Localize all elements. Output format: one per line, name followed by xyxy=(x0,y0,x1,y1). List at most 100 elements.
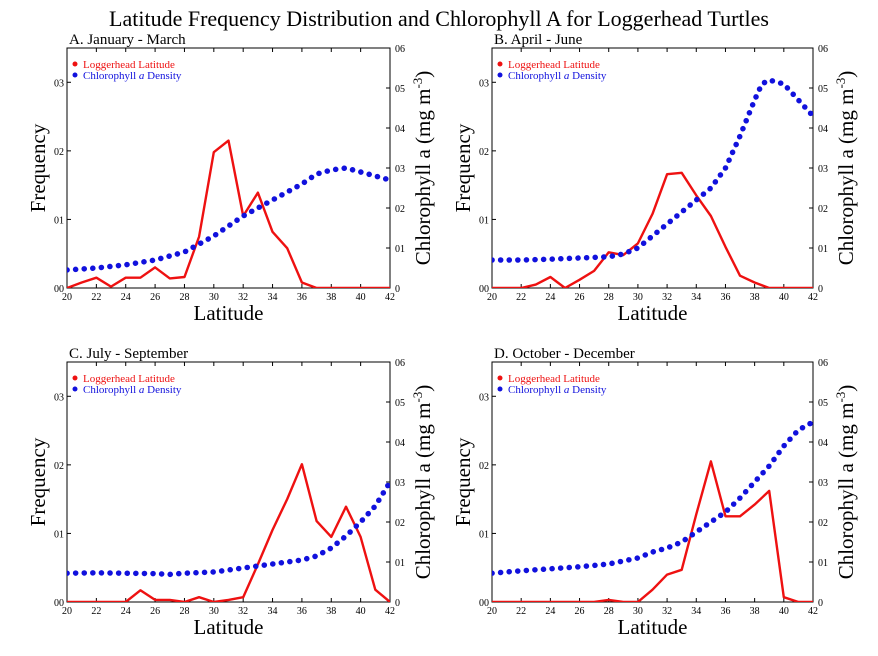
x-tick-label: 40 xyxy=(356,606,366,617)
left-tick-label: 01 xyxy=(479,215,489,226)
right-tick-label: 01 xyxy=(395,244,405,255)
right-axis-title-close: ) xyxy=(834,71,858,78)
x-tick-label: 24 xyxy=(545,606,555,617)
panel-title: D. October - December xyxy=(494,346,635,362)
x-tick-label: 26 xyxy=(150,292,160,303)
x-tick-label: 40 xyxy=(356,292,366,303)
x-tick-label: 36 xyxy=(297,606,307,617)
right-tick-label: 04 xyxy=(395,124,405,135)
x-tick-label: 42 xyxy=(385,606,395,617)
panel-1: A. January - March 20 22 24 26 28 30 32 34 36 38 40… xyxy=(26,32,435,325)
right-tick-label: 0 xyxy=(818,284,823,295)
x-tick-label: 20 xyxy=(62,292,72,303)
right-tick-label: 06 xyxy=(395,358,405,369)
legend-chlorophyll-post: Density xyxy=(569,70,606,82)
x-tick-label: 22 xyxy=(516,606,526,617)
right-tick-label: 03 xyxy=(395,478,405,489)
legend-chlorophyll-post: Density xyxy=(144,70,181,82)
x-tick-label: 36 xyxy=(720,292,730,303)
legend-label-chlorophyll: Chlorophyll a Density xyxy=(83,70,182,82)
legend-chlorophyll-pre: Chlorophyll xyxy=(83,384,139,396)
legend-label-chlorophyll: Chlorophyll a Density xyxy=(508,70,607,82)
series-chlorophyll-density xyxy=(492,419,813,576)
x-tick-label: 38 xyxy=(326,292,336,303)
x-tick-label: 28 xyxy=(179,292,189,303)
right-tick-label: 0 xyxy=(818,598,823,609)
figure-title: Latitude Frequency Distribution and Chlo… xyxy=(109,6,769,31)
x-axis-title: Latitude xyxy=(194,615,264,639)
x-tick-label: 26 xyxy=(575,292,585,303)
x-tick-label: 32 xyxy=(238,292,248,303)
x-tick-label: 34 xyxy=(268,606,278,617)
series-loggerhead-latitude xyxy=(67,139,390,288)
x-tick-label: 32 xyxy=(662,606,672,617)
x-tick-label: 20 xyxy=(62,606,72,617)
legend-chlorophyll-italic: a xyxy=(139,70,145,82)
left-tick-label: 01 xyxy=(54,215,64,226)
legend-chlorophyll-pre: Chlorophyll xyxy=(508,384,564,396)
right-axis-title-superscript: -3 xyxy=(833,392,848,403)
legend-marker-loggerhead xyxy=(497,375,503,381)
right-tick-label: 05 xyxy=(818,398,828,409)
legend-marker-loggerhead xyxy=(72,375,78,381)
x-tick-label: 38 xyxy=(326,606,336,617)
right-axis-title: Chlorophyll a (mg m-3) xyxy=(833,71,858,266)
x-tick-label: 36 xyxy=(720,606,730,617)
left-tick-label: 03 xyxy=(479,392,489,403)
right-axis-title-main: Chlorophyll a (mg m xyxy=(411,403,435,580)
panel-title: B. April - June xyxy=(494,32,583,48)
panels: A. January - March 20 22 24 26 28 30 32 34 36 38 40… xyxy=(26,32,858,639)
right-axis-title-superscript: -3 xyxy=(410,392,425,403)
right-tick-label: 02 xyxy=(395,518,405,529)
right-tick-label: 01 xyxy=(818,244,828,255)
x-tick-label: 32 xyxy=(662,292,672,303)
x-tick-label: 22 xyxy=(91,292,101,303)
right-axis-title: Chlorophyll a (mg m-3) xyxy=(410,71,435,266)
plot-frame xyxy=(491,361,814,603)
right-tick-label: 06 xyxy=(818,358,828,369)
panel-3: C. July - September 20 22 24 26 28 30 32 34 36 38 4… xyxy=(26,346,435,639)
x-tick-label: 30 xyxy=(633,292,643,303)
x-tick-label: 20 xyxy=(487,606,497,617)
x-tick-label: 38 xyxy=(750,292,760,303)
legend-marker-chlorophyll xyxy=(72,386,78,392)
left-tick-label: 03 xyxy=(479,78,489,89)
x-tick-label: 28 xyxy=(179,606,189,617)
right-tick-label: 01 xyxy=(395,558,405,569)
left-tick-label: 00 xyxy=(54,284,64,295)
series-loggerhead-latitude xyxy=(492,171,813,288)
right-axis-title-main: Chlorophyll a (mg m xyxy=(834,403,858,580)
left-tick-label: 00 xyxy=(479,284,489,295)
right-axis-title-superscript: -3 xyxy=(410,78,425,89)
legend-label-loggerhead: Loggerhead Latitude xyxy=(508,373,600,385)
right-axis-title-close: ) xyxy=(834,385,858,392)
x-tick-label: 24 xyxy=(121,606,131,617)
left-axis-title: Frequency xyxy=(451,123,475,212)
right-tick-label: 03 xyxy=(395,164,405,175)
x-tick-label: 34 xyxy=(691,292,701,303)
right-axis-title: Chlorophyll a (mg m-3) xyxy=(410,385,435,580)
legend-label-loggerhead: Loggerhead Latitude xyxy=(508,59,600,71)
left-tick-label: 02 xyxy=(54,147,64,158)
x-tick-label: 20 xyxy=(487,292,497,303)
x-tick-label: 30 xyxy=(209,606,219,617)
right-tick-label: 04 xyxy=(818,124,828,135)
left-tick-label: 02 xyxy=(479,147,489,158)
panel-title: A. January - March xyxy=(69,32,186,48)
x-tick-label: 22 xyxy=(516,292,526,303)
right-tick-label: 05 xyxy=(818,84,828,95)
legend-chlorophyll-pre: Chlorophyll xyxy=(508,70,564,82)
x-axis-title: Latitude xyxy=(618,301,688,325)
left-axis-title: Frequency xyxy=(26,123,50,212)
legend-chlorophyll-italic: a xyxy=(564,384,570,396)
x-tick-label: 28 xyxy=(604,606,614,617)
x-tick-label: 36 xyxy=(297,292,307,303)
x-tick-label: 42 xyxy=(808,606,818,617)
legend-marker-loggerhead xyxy=(497,61,503,67)
legend-chlorophyll-italic: a xyxy=(564,70,570,82)
left-tick-label: 03 xyxy=(54,78,64,89)
x-axis-title: Latitude xyxy=(194,301,264,325)
x-tick-label: 26 xyxy=(575,606,585,617)
right-axis-title-main: Chlorophyll a (mg m xyxy=(411,89,435,266)
